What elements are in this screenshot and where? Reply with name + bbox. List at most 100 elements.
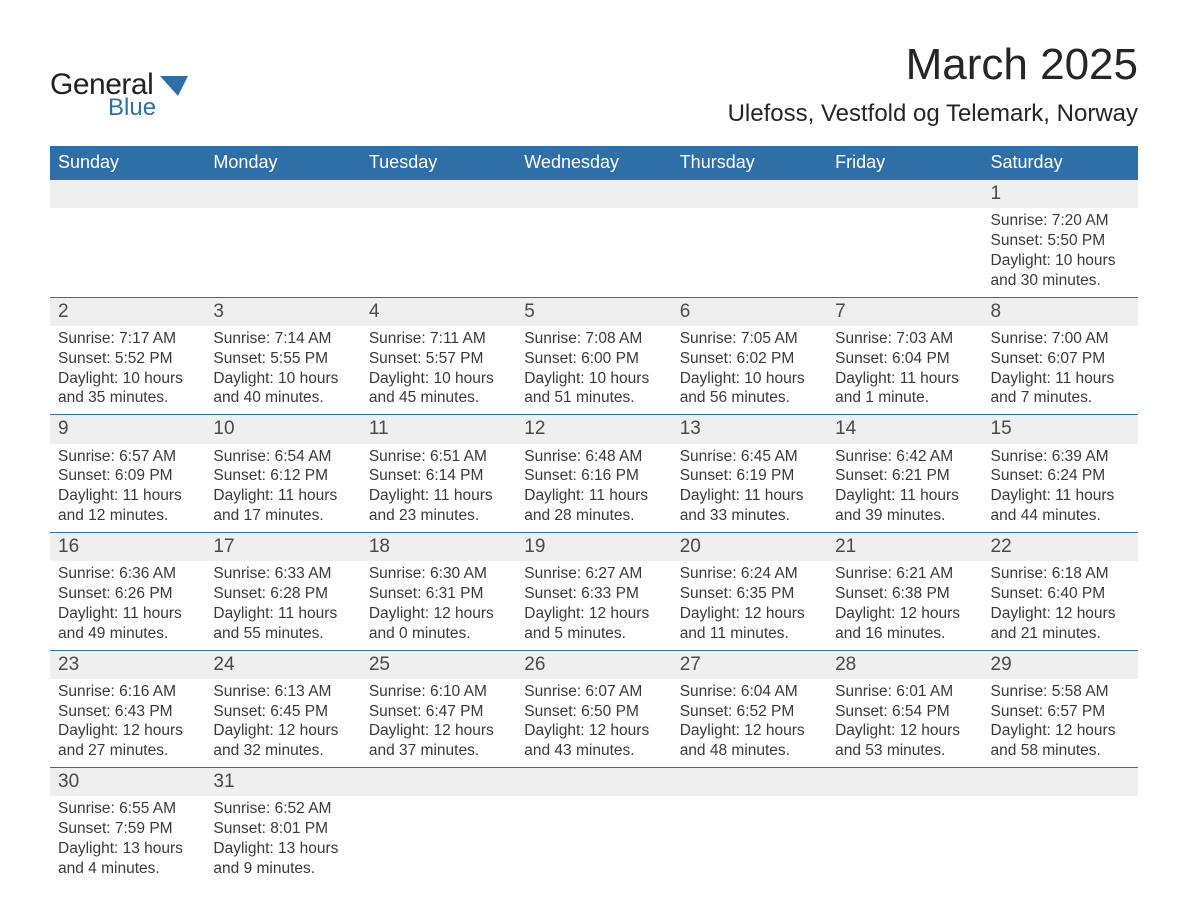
day-number-cell: 8: [983, 297, 1138, 326]
day-content-cell: Sunrise: 6:45 AMSunset: 6:19 PMDaylight:…: [672, 444, 827, 533]
day-content-cell: Sunrise: 6:55 AMSunset: 7:59 PMDaylight:…: [50, 796, 205, 884]
day-number: 25: [369, 654, 390, 675]
weekday-header: Sunday: [50, 146, 205, 180]
sunrise-text: Sunrise: 6:55 AM: [58, 799, 197, 819]
day-number: 7: [835, 301, 846, 322]
sunset-text: Sunset: 7:59 PM: [58, 819, 197, 839]
sunrise-text: Sunrise: 6:33 AM: [213, 564, 352, 584]
daylight-text-2: and 12 minutes.: [58, 506, 197, 526]
sunrise-text: Sunrise: 6:48 AM: [524, 447, 663, 467]
weekday-header: Friday: [827, 146, 982, 180]
daylight-text-2: and 11 minutes.: [680, 624, 819, 644]
day-content-cell: Sunrise: 6:13 AMSunset: 6:45 PMDaylight:…: [205, 679, 360, 768]
weekday-header: Tuesday: [361, 146, 516, 180]
day-number: 30: [58, 771, 79, 792]
sunset-text: Sunset: 6:00 PM: [524, 349, 663, 369]
day-number-cell: 9: [50, 415, 205, 444]
daylight-text-1: Daylight: 10 hours: [369, 369, 508, 389]
day-content-cell: Sunrise: 6:51 AMSunset: 6:14 PMDaylight:…: [361, 444, 516, 533]
daylight-text-2: and 44 minutes.: [991, 506, 1130, 526]
sunset-text: Sunset: 6:31 PM: [369, 584, 508, 604]
sunrise-text: Sunrise: 6:10 AM: [369, 682, 508, 702]
daylight-text-2: and 58 minutes.: [991, 741, 1130, 761]
day-content-cell: [361, 208, 516, 297]
sunset-text: Sunset: 6:02 PM: [680, 349, 819, 369]
weekday-header: Wednesday: [516, 146, 671, 180]
sunrise-text: Sunrise: 7:08 AM: [524, 329, 663, 349]
content-row: Sunrise: 6:57 AMSunset: 6:09 PM Daylight:…: [50, 444, 1138, 533]
day-content-cell: Sunrise: 7:05 AMSunset: 6:02 PMDaylight:…: [672, 326, 827, 415]
daylight-text-2: and 23 minutes.: [369, 506, 508, 526]
sunset-text: Sunset: 6:52 PM: [680, 702, 819, 722]
daylight-text-1: Daylight: 12 hours: [991, 604, 1130, 624]
day-number: 15: [991, 418, 1012, 439]
month-title: March 2025: [728, 40, 1138, 90]
sunset-text: Sunset: 6:43 PM: [58, 702, 197, 722]
daylight-text-1: Daylight: 12 hours: [680, 721, 819, 741]
day-number: 16: [58, 536, 79, 557]
day-content-cell: Sunrise: 6:27 AMSunset: 6:33 PMDaylight:…: [516, 561, 671, 650]
day-number-cell: 23: [50, 650, 205, 679]
sunrise-text: Sunrise: 6:52 AM: [213, 799, 352, 819]
daylight-text-1: Daylight: 11 hours: [213, 486, 352, 506]
day-content-cell: [827, 208, 982, 297]
day-content-cell: Sunrise: 7:00 AMSunset: 6:07 PMDaylight:…: [983, 326, 1138, 415]
day-content-cell: Sunrise: 6:39 AMSunset: 6:24 PMDaylight:…: [983, 444, 1138, 533]
daylight-text-2: and 55 minutes.: [213, 624, 352, 644]
sunset-text: Sunset: 6:38 PM: [835, 584, 974, 604]
daylight-text-1: Daylight: 12 hours: [369, 721, 508, 741]
day-number-cell: 18: [361, 532, 516, 561]
daylight-text-2: and 33 minutes.: [680, 506, 819, 526]
day-number: 21: [835, 536, 856, 557]
daynum-row: 9101112131415: [50, 415, 1138, 444]
daylight-text-1: Daylight: 12 hours: [991, 721, 1130, 741]
daylight-text-2: and 48 minutes.: [680, 741, 819, 761]
day-number-cell: 26: [516, 650, 671, 679]
sunset-text: Sunset: 6:35 PM: [680, 584, 819, 604]
day-content-cell: [672, 208, 827, 297]
sunset-text: Sunset: 6:47 PM: [369, 702, 508, 722]
day-number: 4: [369, 301, 380, 322]
day-number: 11: [369, 418, 389, 439]
content-row: Sunrise: 7:20 AMSunset: 5:50 PMDaylight:…: [50, 208, 1138, 297]
daylight-text-2: and 45 minutes.: [369, 388, 508, 408]
daynum-row: 1: [50, 180, 1138, 209]
sunset-text: Sunset: 6:40 PM: [991, 584, 1130, 604]
daylight-text-1: Daylight: 11 hours: [835, 369, 974, 389]
day-number-cell: [361, 768, 516, 797]
sunrise-text: Sunrise: 6:57 AM: [58, 447, 197, 467]
daylight-text-1: Daylight: 12 hours: [680, 604, 819, 624]
sunset-text: Sunset: 5:52 PM: [58, 349, 197, 369]
day-number-cell: [672, 180, 827, 209]
daylight-text-1: Daylight: 10 hours: [991, 251, 1130, 271]
day-number: 9: [58, 418, 69, 439]
day-content-cell: [50, 208, 205, 297]
sunset-text: Sunset: 5:57 PM: [369, 349, 508, 369]
day-number-cell: 19: [516, 532, 671, 561]
daylight-text-2: and 5 minutes.: [524, 624, 663, 644]
day-number-cell: 25: [361, 650, 516, 679]
daynum-row: 16171819202122: [50, 532, 1138, 561]
daylight-text-2: and 51 minutes.: [524, 388, 663, 408]
day-content-cell: Sunrise: 6:10 AMSunset: 6:47 PMDaylight:…: [361, 679, 516, 768]
sunset-text: Sunset: 6:50 PM: [524, 702, 663, 722]
day-number: 12: [524, 418, 545, 439]
sunset-text: Sunset: 6:09 PM: [58, 466, 197, 486]
sunrise-text: Sunrise: 6:27 AM: [524, 564, 663, 584]
day-number-cell: [827, 180, 982, 209]
day-number-cell: [516, 180, 671, 209]
daylight-text-1: Daylight: 11 hours: [680, 486, 819, 506]
daylight-text-1: Daylight: 12 hours: [58, 721, 197, 741]
daylight-text-1: Daylight: 12 hours: [835, 604, 974, 624]
sunrise-text: Sunrise: 6:16 AM: [58, 682, 197, 702]
day-number-cell: 29: [983, 650, 1138, 679]
day-content-cell: [983, 796, 1138, 884]
daylight-text-1: Daylight: 11 hours: [835, 486, 974, 506]
day-content-cell: [516, 796, 671, 884]
sunset-text: Sunset: 6:33 PM: [524, 584, 663, 604]
day-number: 13: [680, 418, 701, 439]
day-number: 3: [213, 301, 224, 322]
day-content-cell: Sunrise: 6:33 AMSunset: 6:28 PMDaylight:…: [205, 561, 360, 650]
sunset-text: Sunset: 6:19 PM: [680, 466, 819, 486]
day-content-cell: [516, 208, 671, 297]
